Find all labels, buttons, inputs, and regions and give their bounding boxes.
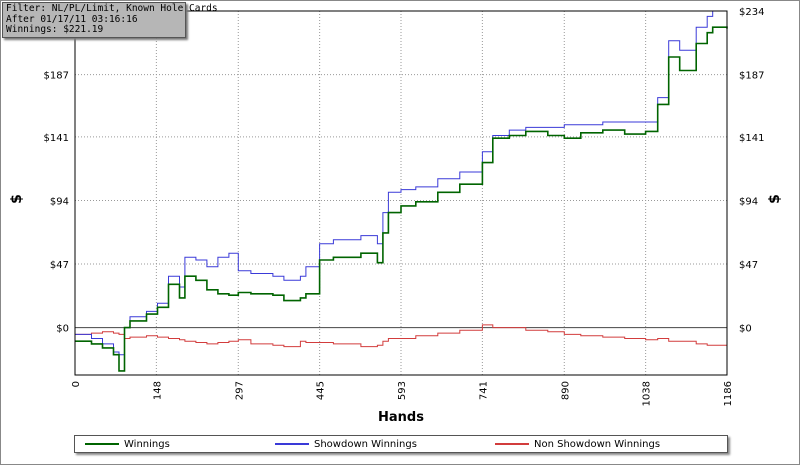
y-axis-label-right: $: [767, 194, 783, 204]
filter-info-box: Filter: NL/PL/Limit, Known Hole Cards Af…: [2, 2, 218, 38]
winnings-series-line: [75, 26, 728, 372]
y-tick-label-right: $141: [739, 133, 764, 144]
filter-text: Filter: NL/PL/Limit, Known Hole Cards: [6, 3, 218, 14]
date-filter-text: After 01/17/11 03:16:16: [6, 13, 138, 25]
x-tick-label: 1186: [723, 381, 734, 406]
y-tick-label-right: $0: [739, 324, 752, 335]
x-tick-label: 148: [152, 381, 163, 400]
legend-swatch-winnings: [85, 443, 119, 445]
x-tick-label: 297: [234, 381, 245, 400]
legend-item-winnings[interactable]: Winnings: [85, 438, 170, 450]
x-tick-label: 890: [560, 381, 571, 400]
winnings-summary-text: Winnings: $221.19: [6, 24, 104, 35]
legend-swatch-showdown: [275, 443, 309, 445]
non-showdown-winnings-series-line: [75, 324, 728, 348]
x-tick-label: 445: [316, 381, 327, 400]
x-tick-label: 1038: [642, 381, 653, 406]
chart-legend: Winnings Showdown Winnings Non Showdown …: [74, 435, 728, 453]
legend-label-winnings: Winnings: [124, 438, 170, 450]
plot-area-border: [74, 10, 728, 376]
y-tick-label-right: $94: [739, 196, 758, 207]
y-tick-label-left: $47: [50, 260, 69, 271]
x-axis-label: Hands: [378, 410, 424, 425]
legend-label-non-showdown: Non Showdown Winnings: [534, 438, 661, 450]
y-tick-label-right: $234: [739, 7, 764, 18]
y-axis-label-left: $: [9, 194, 25, 204]
y-tick-label-right: $187: [739, 71, 764, 82]
y-tick-label-left: $94: [50, 196, 69, 207]
legend-item-non-showdown[interactable]: Non Showdown Winnings: [495, 438, 660, 450]
legend-item-showdown[interactable]: Showdown Winnings: [275, 438, 417, 450]
y-tick-label-left: $187: [44, 71, 69, 82]
y-tick-label-left: $0: [56, 324, 69, 335]
y-tick-label-left: $141: [44, 133, 69, 144]
y-tick-label-right: $47: [739, 260, 758, 271]
x-tick-label: 0: [71, 381, 82, 387]
legend-label-showdown: Showdown Winnings: [314, 438, 417, 450]
legend-swatch-non-showdown: [495, 443, 529, 445]
x-tick-label: 741: [478, 381, 489, 400]
x-tick-label: 593: [397, 381, 408, 400]
